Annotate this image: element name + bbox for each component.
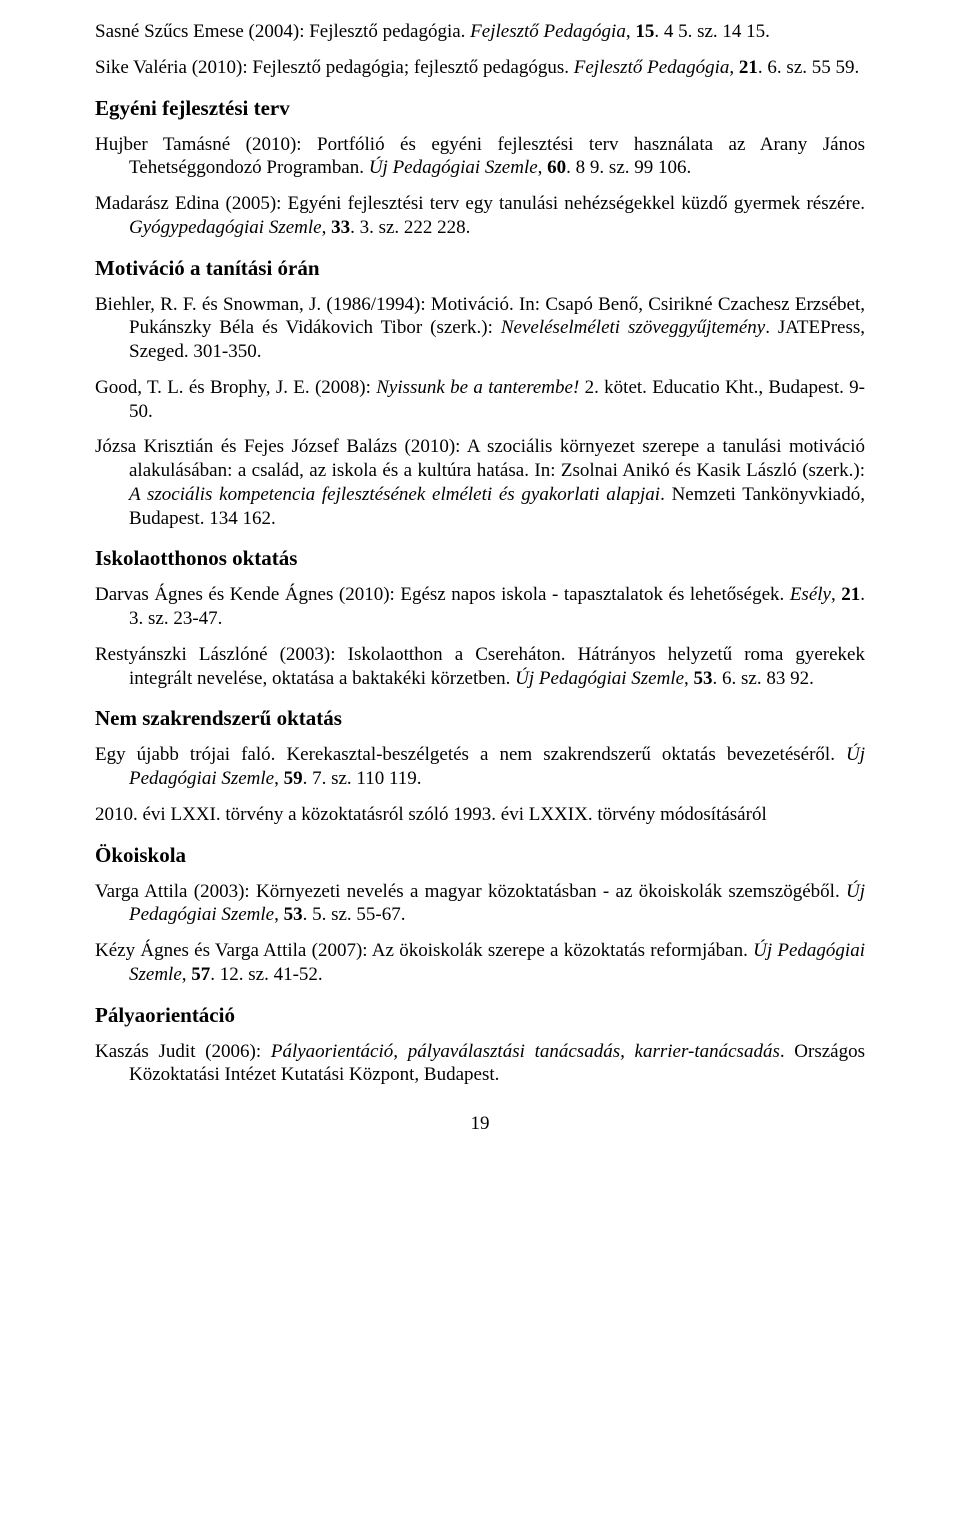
ref-text: 2010. évi LXXI. törvény a közoktatásról … <box>95 804 767 825</box>
ref-journal: Új Pedagógiai Szemle <box>369 157 538 178</box>
ref-journal: Fejlesztő Pedagógia <box>574 57 730 78</box>
ref-text: . 12. sz. 41-52. <box>210 964 322 985</box>
reference-entry: Hujber Tamásné (2010): Portfólió és egyé… <box>95 133 865 181</box>
reference-entry: Good, T. L. és Brophy, J. E. (2008): Nyi… <box>95 376 865 424</box>
reference-entry: Sike Valéria (2010): Fejlesztő pedagógia… <box>95 56 865 80</box>
ref-title: Pályaorientáció, pályaválasztási tanácsa… <box>271 1041 780 1062</box>
ref-text: Egy újabb trójai faló. Kerekasztal-beszé… <box>95 744 846 765</box>
ref-text: . 6. sz. 55 59. <box>758 57 859 78</box>
ref-text: Kézy Ágnes és Varga Attila (2007): Az ök… <box>95 940 753 961</box>
ref-volume: 21 <box>739 57 758 78</box>
section-heading: Ökoiskola <box>95 843 865 868</box>
reference-entry: Varga Attila (2003): Környezeti nevelés … <box>95 880 865 928</box>
ref-text: Darvas Ágnes és Kende Ágnes (2010): Egés… <box>95 584 790 605</box>
ref-text: . 3. sz. 222 228. <box>350 217 470 238</box>
ref-volume: 57 <box>191 964 210 985</box>
section-heading: Pályaorientáció <box>95 1003 865 1028</box>
reference-entry: Egy újabb trójai faló. Kerekasztal-beszé… <box>95 743 865 791</box>
reference-entry: Sasné Szűcs Emese (2004): Fejlesztő peda… <box>95 20 865 44</box>
ref-title: A szociális kompetencia fejlesztésének e… <box>129 484 660 505</box>
ref-text: Madarász Edina (2005): Egyéni fejlesztés… <box>95 193 865 214</box>
ref-text: , <box>274 904 284 925</box>
ref-journal: Új Pedagógiai Szemle <box>515 668 684 689</box>
ref-volume: 33 <box>331 217 350 238</box>
ref-volume: 53 <box>284 904 303 925</box>
reference-entry: Darvas Ágnes és Kende Ágnes (2010): Egés… <box>95 583 865 631</box>
reference-entry: Kézy Ágnes és Varga Attila (2007): Az ök… <box>95 939 865 987</box>
page-number: 19 <box>95 1113 865 1135</box>
ref-volume: 21 <box>841 584 860 605</box>
ref-text: Sike Valéria (2010): Fejlesztő pedagógia… <box>95 57 574 78</box>
ref-text: Józsa Krisztián és Fejes József Balázs (… <box>95 436 865 481</box>
ref-text: . 4 5. sz. 14 15. <box>654 21 770 42</box>
ref-text: . 5. sz. 55-67. <box>303 904 406 925</box>
ref-journal: Gyógypedagógiai Szemle <box>129 217 322 238</box>
document-page: Sasné Szűcs Emese (2004): Fejlesztő peda… <box>0 0 960 1175</box>
ref-volume: 59 <box>284 768 303 789</box>
ref-volume: 53 <box>694 668 713 689</box>
ref-text: . 8 9. sz. 99 106. <box>566 157 691 178</box>
reference-entry: Kaszás Judit (2006): Pályaorientáció, pá… <box>95 1040 865 1088</box>
ref-volume: 15 <box>635 21 654 42</box>
ref-title: Neveléselméleti szöveggyűjtemény <box>501 317 765 338</box>
ref-text: , <box>274 768 284 789</box>
ref-journal: Fejlesztő Pedagógia <box>470 21 626 42</box>
ref-text: , <box>729 57 739 78</box>
ref-text: . 7. sz. 110 119. <box>303 768 422 789</box>
ref-text: , <box>322 217 332 238</box>
section-heading: Iskolaotthonos oktatás <box>95 546 865 571</box>
ref-text: . 6. sz. 83 92. <box>713 668 814 689</box>
section-heading: Nem szakrendszerű oktatás <box>95 706 865 731</box>
reference-entry: Józsa Krisztián és Fejes József Balázs (… <box>95 435 865 530</box>
ref-text: Good, T. L. és Brophy, J. E. (2008): <box>95 377 376 398</box>
ref-volume: 60 <box>547 157 566 178</box>
ref-text: , <box>684 668 694 689</box>
ref-journal: Esély <box>790 584 831 605</box>
reference-entry: Madarász Edina (2005): Egyéni fejlesztés… <box>95 192 865 240</box>
section-heading: Motiváció a tanítási órán <box>95 256 865 281</box>
section-heading: Egyéni fejlesztési terv <box>95 96 865 121</box>
reference-entry: Restyánszki Lászlóné (2003): Iskolaottho… <box>95 643 865 691</box>
ref-text: Varga Attila (2003): Környezeti nevelés … <box>95 881 846 902</box>
ref-text: , <box>182 964 192 985</box>
reference-entry: 2010. évi LXXI. törvény a közoktatásról … <box>95 803 865 827</box>
ref-text: Sasné Szűcs Emese (2004): Fejlesztő peda… <box>95 21 470 42</box>
ref-text: , <box>831 584 841 605</box>
ref-text: Kaszás Judit (2006): <box>95 1041 271 1062</box>
ref-text: , <box>626 21 636 42</box>
reference-entry: Biehler, R. F. és Snowman, J. (1986/1994… <box>95 293 865 364</box>
ref-text: , <box>538 157 548 178</box>
ref-title: Nyissunk be a tanterembe! <box>376 377 579 398</box>
